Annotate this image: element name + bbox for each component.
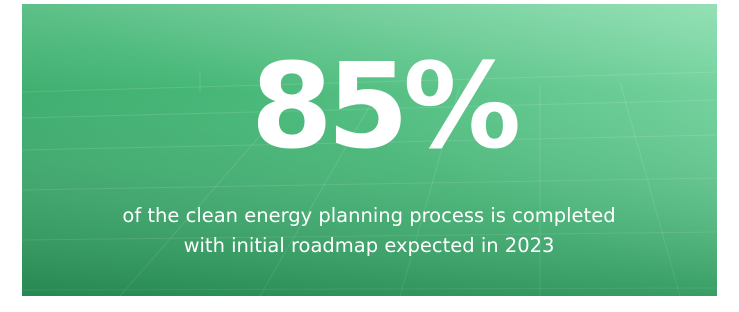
page: 85% of the clean energy planning process… <box>0 0 739 312</box>
stat-value: 85% <box>251 37 518 175</box>
caption-line: of the clean energy planning process is … <box>122 204 615 227</box>
stat-banner: 85% of the clean energy planning process… <box>0 0 739 312</box>
caption-line: with initial roadmap expected in 2023 <box>184 234 555 257</box>
